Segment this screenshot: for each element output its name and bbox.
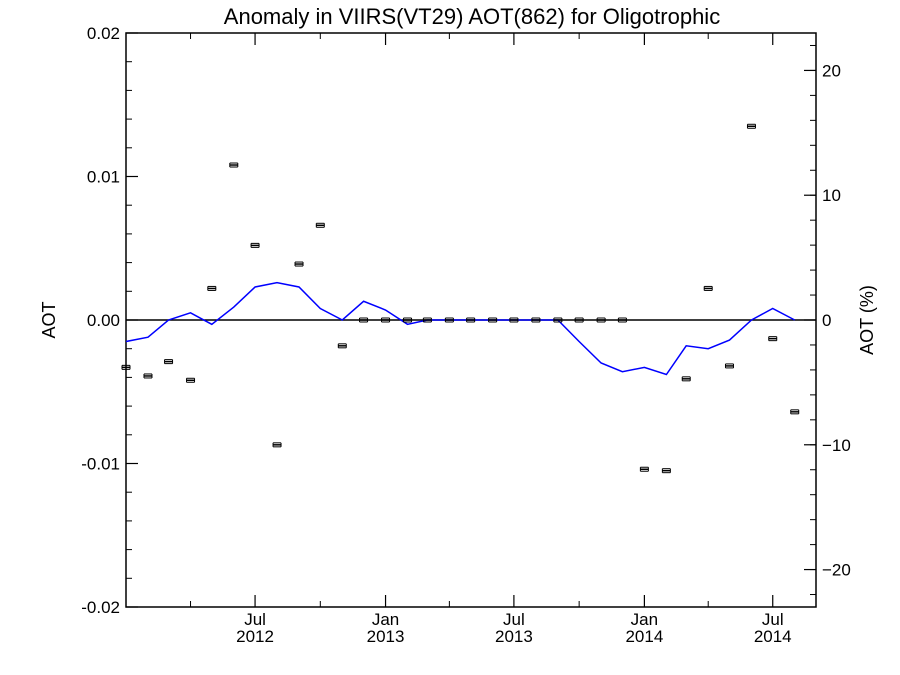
data-point (143, 373, 153, 379)
data-point (488, 317, 498, 323)
y-tick-label: 0.02 (87, 24, 120, 43)
y-axis-ticks: 0.02 0.01 0.00 -0.01 -0.02 (81, 24, 138, 617)
data-point (337, 343, 347, 349)
x-tick-month: Jul (762, 610, 784, 629)
data-point (207, 285, 217, 291)
y2-tick-label: 20 (822, 61, 841, 80)
y2-axis-label: AOT (%) (857, 285, 877, 355)
y-tick-label: 0.01 (87, 168, 120, 187)
data-point (250, 242, 260, 248)
x-tick-year: 2013 (495, 627, 533, 646)
anomaly-points (121, 123, 800, 474)
data-point (272, 442, 282, 448)
smoothed-anomaly-line (125, 281, 796, 376)
data-point (294, 261, 304, 267)
chart-title: Anomaly in VIIRS(VT29) AOT(862) for Olig… (224, 4, 720, 29)
x-tick-month: Jul (244, 610, 266, 629)
x-tick-month: Jan (631, 610, 658, 629)
data-point (359, 317, 369, 323)
data-point (444, 317, 454, 323)
data-point (703, 285, 713, 291)
y2-tick-label: 10 (822, 186, 841, 205)
y-tick-label: 0.00 (87, 311, 120, 330)
data-point (229, 162, 239, 168)
data-point (403, 317, 413, 323)
y-axis-label: AOT (39, 301, 59, 338)
data-point (617, 317, 627, 323)
x-tick-year: 2013 (367, 627, 405, 646)
data-point (724, 363, 734, 369)
x-tick-year: 2014 (754, 627, 792, 646)
data-point (596, 317, 606, 323)
y2-tick-label: 0 (822, 311, 831, 330)
data-point (315, 222, 325, 228)
y2-tick-label: −20 (822, 561, 851, 580)
x-tick-year: 2014 (625, 627, 663, 646)
data-point (466, 317, 476, 323)
x-tick-year: 2012 (236, 627, 274, 646)
data-point (381, 317, 391, 323)
data-point (639, 466, 649, 472)
data-point (509, 317, 519, 323)
data-point (422, 317, 432, 323)
data-point (661, 468, 671, 474)
data-point (186, 377, 196, 383)
y-tick-label: -0.01 (81, 455, 120, 474)
data-point (531, 317, 541, 323)
data-point (574, 317, 584, 323)
data-point (790, 409, 800, 415)
y-tick-label: -0.02 (81, 598, 120, 617)
data-point (681, 376, 691, 382)
x-tick-month: Jul (503, 610, 525, 629)
x-tick-month: Jan (372, 610, 399, 629)
data-point (746, 123, 756, 129)
data-point (164, 359, 174, 365)
blue-series-line (125, 281, 796, 376)
data-point (768, 336, 778, 342)
y2-tick-label: −10 (822, 436, 851, 455)
y2-axis-ticks: 20 10 0 −10 −20 (804, 44, 851, 596)
data-point (553, 317, 563, 323)
data-point (121, 364, 131, 370)
